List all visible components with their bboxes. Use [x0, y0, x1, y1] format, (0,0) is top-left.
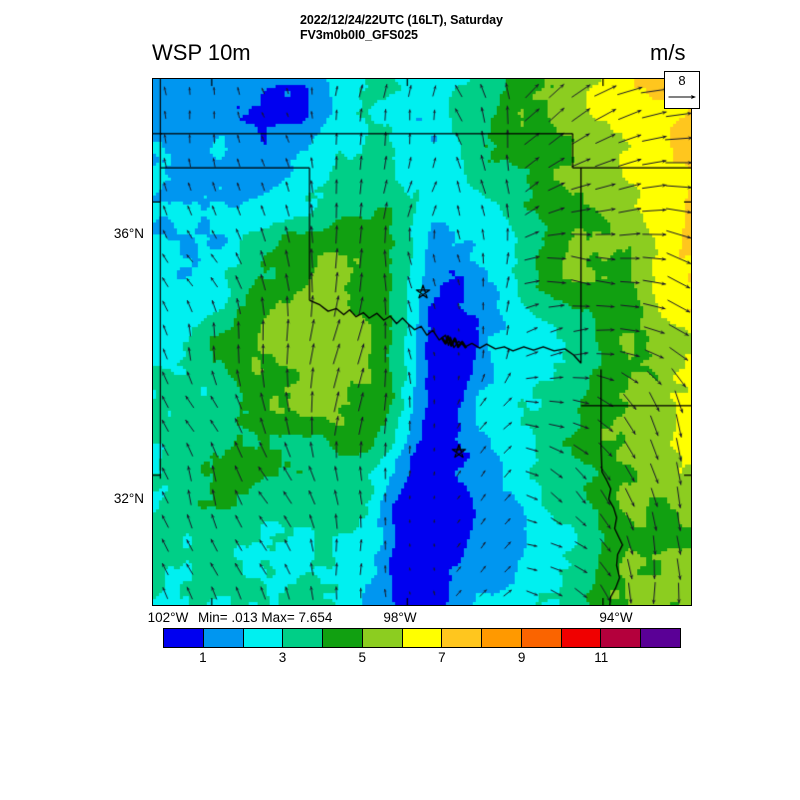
map-plot-area[interactable] — [152, 78, 692, 606]
vector-reference-key: 8 — [664, 71, 700, 109]
model-run-name: FV3m0b0I0_GFS025 — [300, 28, 418, 42]
colorbar-segments — [163, 628, 681, 648]
colorbar-segment-9 — [521, 629, 562, 647]
wind-vector-arrow-icon — [668, 95, 696, 99]
colorbar — [163, 628, 681, 648]
units-title: m/s — [650, 40, 686, 65]
lat-tick-36n: 36°N — [113, 226, 144, 241]
colorbar-segment-12 — [641, 629, 680, 647]
wind-field-canvas — [153, 79, 691, 605]
colorbar-segment-2 — [243, 629, 284, 647]
lon-tick-102w: 102°W — [147, 610, 189, 625]
colorbar-tick-5: 5 — [358, 650, 366, 665]
vector-key-value: 8 — [678, 73, 686, 88]
colorbar-segment-1 — [203, 629, 244, 647]
forecast-datetime: 2022/12/24/22UTC (16LT), Saturday — [300, 13, 503, 27]
colorbar-segment-0 — [164, 629, 204, 647]
field-title: WSP 10m — [152, 40, 251, 65]
colorbar-segment-4 — [323, 629, 363, 647]
colorbar-tick-11: 11 — [594, 650, 609, 665]
colorbar-segment-5 — [362, 629, 403, 647]
lon-tick-98w: 98°W — [383, 610, 417, 625]
lat-tick-32n: 32°N — [113, 491, 144, 506]
colorbar-segment-6 — [402, 629, 443, 647]
colorbar-tick-3: 3 — [278, 650, 287, 665]
colorbar-tick-9: 9 — [517, 650, 526, 665]
colorbar-segment-8 — [482, 629, 522, 647]
colorbar-tick-1: 1 — [199, 650, 207, 665]
colorbar-segment-3 — [283, 629, 324, 647]
colorbar-segment-7 — [442, 629, 483, 647]
minmax-annotation: Min= .013 Max= 7.654 — [198, 610, 333, 625]
colorbar-segment-11 — [601, 629, 642, 647]
title-block: 2022/12/24/22UTC (16LT), Saturday FV3m0b… — [300, 13, 720, 43]
colorbar-segment-10 — [561, 629, 602, 647]
lon-tick-94w: 94°W — [599, 610, 633, 625]
colorbar-tick-7: 7 — [438, 650, 446, 665]
